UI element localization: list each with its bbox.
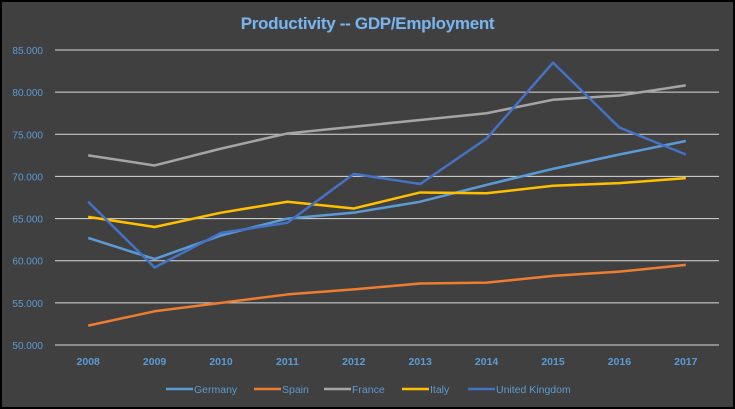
y-tick-label: 75.000 xyxy=(12,130,43,141)
y-tick-label: 80.000 xyxy=(12,88,43,99)
chart-title: Productivity -- GDP/Employment xyxy=(240,14,495,33)
x-tick-label: 2014 xyxy=(475,356,499,368)
x-tick-label: 2010 xyxy=(209,356,233,368)
series-line-united-kingdom xyxy=(87,61,687,269)
x-tick-label: 2016 xyxy=(608,356,632,368)
legend-label: Italy xyxy=(430,384,450,396)
x-tick-label: 2008 xyxy=(77,356,101,368)
legend-label: Spain xyxy=(282,384,309,396)
y-tick-label: 85.000 xyxy=(12,46,43,57)
series-line-italy xyxy=(88,176,686,229)
y-tick-label: 60.000 xyxy=(12,257,43,268)
x-tick-label: 2015 xyxy=(541,356,565,368)
y-tick-label: 50.000 xyxy=(12,341,43,352)
y-tick-label: 65.000 xyxy=(12,215,43,226)
y-tick-label: 70.000 xyxy=(12,172,43,183)
y-tick-label: 55.000 xyxy=(12,299,43,310)
series-line-germany xyxy=(87,139,687,261)
x-tick-label: 2017 xyxy=(674,356,698,368)
legend-label: France xyxy=(352,384,385,396)
x-tick-label: 2013 xyxy=(409,356,433,368)
legend-label: United Kingdom xyxy=(496,384,571,396)
series-line-france xyxy=(88,84,686,167)
x-tick-label: 2011 xyxy=(276,356,299,368)
series-line-spain xyxy=(87,263,686,327)
legend-label: Germany xyxy=(194,384,238,396)
x-tick-label: 2009 xyxy=(143,356,167,368)
x-tick-label: 2012 xyxy=(342,356,366,368)
